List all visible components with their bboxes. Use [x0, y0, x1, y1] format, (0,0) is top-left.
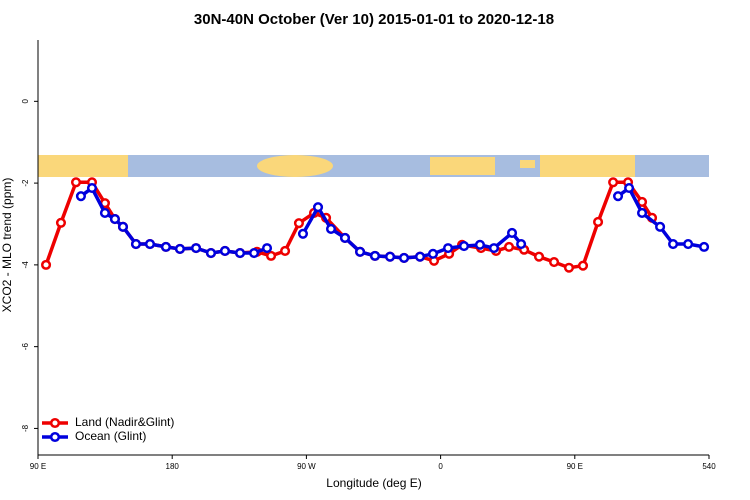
data-point: [474, 239, 486, 250]
data-point: [325, 223, 337, 234]
x-axis-label: Longitude (deg E): [326, 476, 421, 490]
data-point: [683, 238, 694, 250]
data-point: [414, 251, 426, 262]
series-line: [44, 180, 654, 270]
data-point: [593, 216, 604, 227]
chart-title: 30N-40N October (Ver 10) 2015-01-01 to 2…: [194, 11, 554, 28]
data-point: [266, 250, 277, 261]
data-point: [174, 243, 186, 254]
y-tick-label: -8: [21, 424, 30, 432]
map-band: [38, 155, 709, 177]
data-point: [160, 241, 171, 252]
data-point: [219, 245, 231, 257]
land-patch: [430, 157, 495, 175]
data-point: [516, 238, 527, 250]
data-point: [668, 238, 679, 250]
x-tick-label: 90 E: [567, 462, 583, 471]
data-point: [655, 221, 666, 232]
data-point: [249, 247, 260, 259]
data-point: [234, 247, 246, 259]
x-tick-label: 90 W: [297, 462, 316, 471]
y-tick-label: -4: [21, 261, 30, 269]
data-point: [70, 177, 82, 188]
data-point: [577, 260, 589, 271]
legend-marker: [49, 417, 61, 429]
data-point: [130, 238, 142, 250]
legend-marker: [49, 431, 61, 443]
data-point: [443, 243, 454, 254]
data-point: [293, 218, 304, 229]
data-point: [261, 243, 273, 254]
data-point: [699, 241, 710, 252]
data-point: [41, 259, 52, 270]
data-point: [608, 177, 619, 188]
legend-label: Land (Nadir&Glint): [75, 415, 174, 429]
y-axis-label: XCO2 - MLO trend (ppm): [0, 178, 14, 313]
data-point: [399, 252, 410, 263]
x-tick-label: 540: [702, 462, 716, 471]
data-point: [312, 202, 324, 213]
data-point: [355, 246, 366, 257]
data-point: [109, 214, 120, 225]
data-point: [612, 191, 624, 202]
data-point: [75, 191, 86, 202]
land-patch: [520, 160, 535, 168]
land-patch: [38, 155, 128, 177]
data-point: [191, 243, 202, 254]
data-point: [99, 207, 111, 219]
x-tick-label: 180: [166, 462, 180, 471]
y-tick-label: 0: [21, 99, 30, 104]
x-tick-label: 90 E: [30, 462, 46, 471]
data-point: [385, 251, 396, 262]
x-tick-label: 0: [438, 462, 443, 471]
data-point: [427, 248, 439, 259]
land-patch: [257, 155, 333, 177]
data-point: [488, 243, 500, 254]
data-point: [506, 227, 518, 239]
data-point: [144, 238, 156, 250]
data-point: [205, 247, 217, 259]
y-tick-label: -6: [21, 343, 30, 351]
data-point: [458, 241, 470, 252]
series-line: [79, 185, 705, 260]
data-point: [369, 250, 381, 261]
data-point: [280, 245, 291, 257]
data-point: [624, 182, 635, 194]
data-point: [55, 217, 67, 228]
data-point: [297, 228, 309, 239]
data-point: [549, 256, 560, 268]
data-point: [563, 262, 575, 273]
data-point: [503, 241, 515, 252]
data-point: [86, 182, 98, 194]
legend-label: Ocean (Glint): [75, 429, 146, 443]
data-point: [339, 232, 351, 243]
data-point: [117, 221, 129, 232]
y-tick-label: -2: [21, 179, 30, 187]
data-point: [533, 251, 545, 262]
land-patch: [540, 155, 635, 177]
data-point: [636, 207, 648, 219]
